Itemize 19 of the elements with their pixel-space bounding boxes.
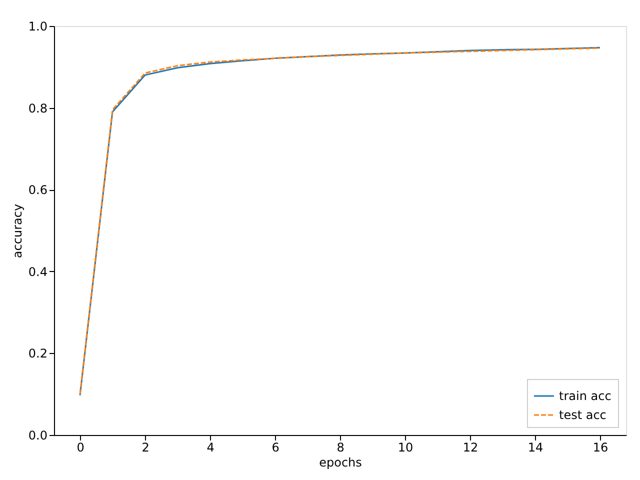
y-axis-title: accuracy — [10, 204, 24, 258]
y-tick-label: 0.6 — [28, 183, 48, 198]
legend-label: train acc — [559, 389, 612, 403]
x-tick-label: 10 — [398, 440, 414, 454]
x-tick-label: 12 — [462, 440, 478, 454]
y-tick-label: 1.0 — [28, 20, 48, 34]
x-tick-label: 0 — [76, 440, 84, 454]
x-tick-label: 6 — [272, 440, 280, 454]
y-tick-label: 0.0 — [28, 428, 48, 442]
legend-label: test acc — [559, 408, 606, 422]
x-tick-label: 14 — [528, 440, 544, 454]
x-tick-label: 8 — [336, 440, 344, 454]
x-tick-label: 2 — [142, 440, 150, 454]
y-tick-label: 0.8 — [28, 101, 48, 116]
y-tick-label: 0.2 — [28, 346, 48, 361]
y-tick-label: 0.4 — [28, 264, 48, 279]
x-tick-label: 4 — [206, 440, 214, 454]
x-axis-title: epochs — [319, 456, 362, 470]
x-tick-label: 16 — [592, 440, 608, 454]
